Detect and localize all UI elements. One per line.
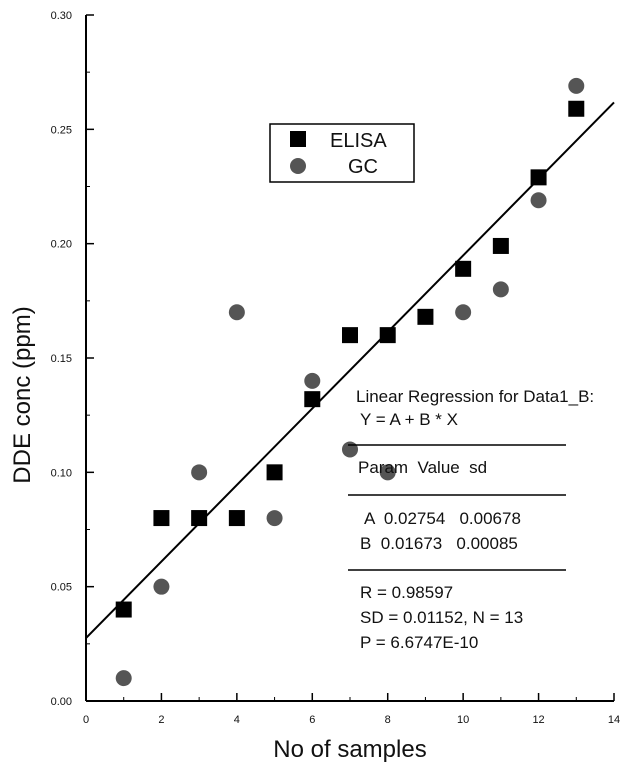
point-elisa [228,510,245,527]
y-tick-label: 0.15 [51,353,72,365]
point-gc [266,510,283,527]
point-gc [568,77,585,94]
stats-sd: SD = 0.01152, N = 13 [360,608,523,627]
legend-box [269,123,415,183]
y-axis-title: DDE conc (ppm) [9,306,36,483]
x-tick-label: 14 [608,714,620,726]
point-elisa [492,237,509,254]
legend: ELISA GC [269,123,415,183]
regression-line [85,101,615,639]
stats-r: R = 0.98597 [360,583,453,602]
point-elisa [568,100,585,117]
x-tick-label: 0 [83,714,89,726]
point-gc [304,372,321,389]
legend-marker-gc [290,158,306,174]
legend-label-elisa: ELISA [330,130,387,152]
y-tick-label: 0.00 [51,696,72,708]
point-gc [342,441,358,458]
point-elisa [342,327,358,344]
data-points [115,77,585,687]
stats-header: Param Value sd [358,458,487,477]
point-elisa [266,464,283,481]
point-elisa [417,308,434,325]
tick-labels: 0.00 0.05 0.10 0.15 0.20 0.25 0.30 0 2 4 6 8 10 12 14 [51,10,621,726]
point-elisa [191,510,208,527]
point-elisa [153,510,170,527]
y-tick-label: 0.05 [51,582,72,594]
point-elisa [530,169,547,186]
point-gc [530,192,547,209]
y-tick-label: 0.30 [51,10,72,22]
point-gc [455,304,472,321]
point-gc [228,304,245,321]
point-elisa [115,601,132,618]
x-axis-title: No of samples [273,736,426,763]
legend-label-gc: GC [348,156,378,178]
x-tick-label: 10 [457,714,469,726]
point-gc [153,578,170,595]
regression-equation: Y = A + B * X [360,410,458,429]
x-tick-label: 2 [158,714,164,726]
y-tick-label: 0.20 [51,239,72,251]
point-gc [379,464,396,481]
point-gc [492,281,509,298]
y-tick-label: 0.10 [51,467,72,479]
axes [85,15,614,702]
regression-title: Linear Regression for Data1_B: [356,387,594,406]
legend-marker-elisa [290,131,306,147]
point-elisa [455,260,472,277]
x-tick-label: 6 [309,714,315,726]
stats-row-a: A 0.02754 0.00678 [364,509,521,528]
regression-stats: Linear Regression for Data1_B: Y = A + B… [348,387,594,652]
stats-row-b: B 0.01673 0.00085 [360,534,518,553]
stats-p: P = 6.6747E-10 [360,633,478,652]
x-tick-label: 12 [532,714,544,726]
y-tick-label: 0.25 [51,124,72,136]
x-tick-label: 4 [234,714,240,726]
point-gc [191,464,208,481]
x-tick-label: 8 [385,714,391,726]
ticks [85,14,615,702]
point-elisa [304,391,321,408]
point-elisa [379,327,396,344]
point-gc [115,670,132,687]
